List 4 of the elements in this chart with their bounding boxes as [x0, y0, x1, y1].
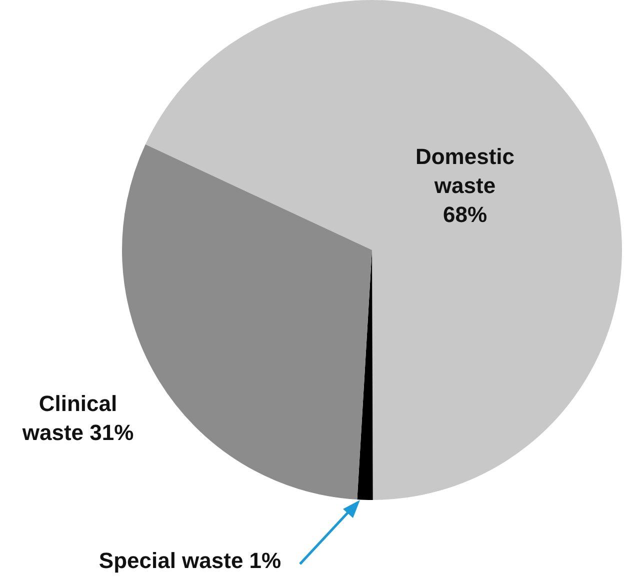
- slice-label: Special waste 1%: [98, 548, 282, 574]
- slice-label: Domestic waste: [415, 144, 515, 198]
- slice-label: Clinical waste 31%: [21, 391, 134, 446]
- data-label: 68%: [442, 202, 488, 228]
